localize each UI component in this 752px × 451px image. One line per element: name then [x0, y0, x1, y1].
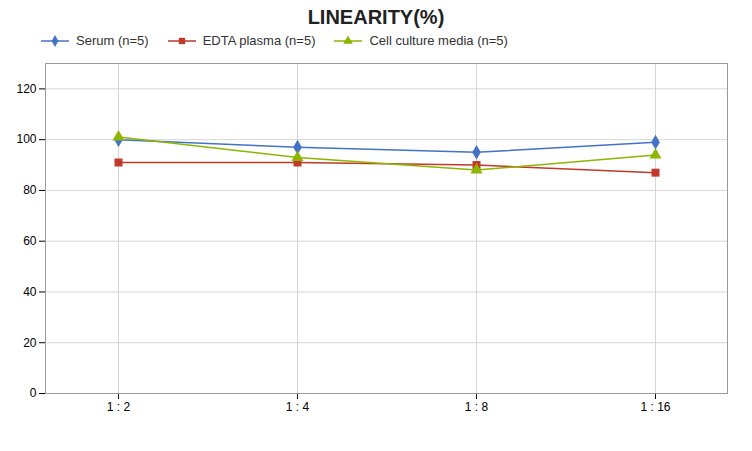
- svg-text:20: 20: [23, 336, 37, 350]
- svg-text:1 : 4: 1 : 4: [286, 400, 310, 414]
- svg-text:100: 100: [16, 132, 36, 146]
- svg-text:0: 0: [30, 386, 37, 400]
- svg-text:60: 60: [23, 234, 37, 248]
- svg-text:1 : 2: 1 : 2: [107, 400, 131, 414]
- html-text:Cell culture media (n=5): Cell culture media (n=5): [369, 33, 508, 48]
- html-text:LINEARITY(%): LINEARITY(%): [307, 6, 445, 28]
- svg-text:40: 40: [23, 285, 37, 299]
- html-text:Serum (n=5): Serum (n=5): [76, 33, 149, 48]
- svg-text:1 : 16: 1 : 16: [640, 400, 670, 414]
- svg-text:1 : 8: 1 : 8: [465, 400, 489, 414]
- svg-text:120: 120: [16, 82, 36, 96]
- svg-text:80: 80: [23, 183, 37, 197]
- html-text:EDTA plasma (n=5): EDTA plasma (n=5): [202, 33, 316, 48]
